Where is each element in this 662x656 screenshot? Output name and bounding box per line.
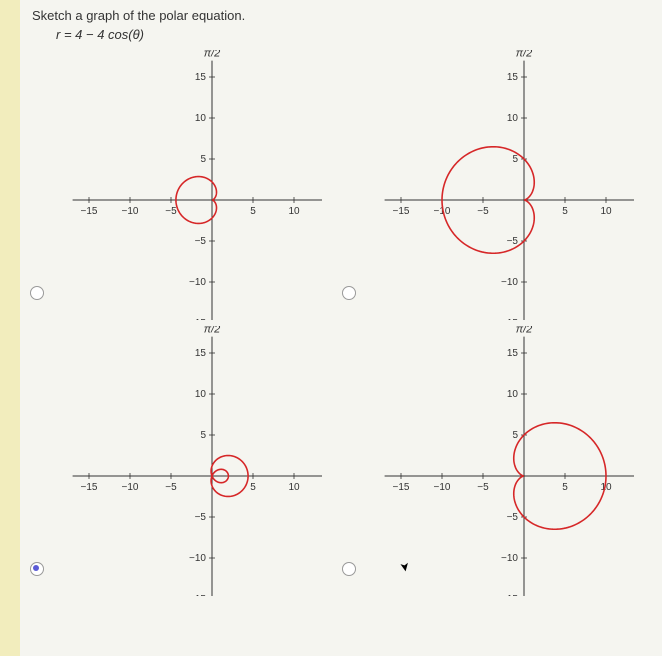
svg-text:−15: −15 [189,318,206,320]
svg-text:−15: −15 [189,594,206,596]
svg-text:−5: −5 [477,206,489,217]
svg-text:π/2: π/2 [204,50,221,60]
svg-text:5: 5 [512,430,518,441]
svg-text:10: 10 [195,389,207,400]
svg-text:−10: −10 [189,277,206,288]
svg-text:−10: −10 [434,482,451,493]
svg-text:−15: −15 [393,482,410,493]
plot-2: −15−10−551015−15−10−551015π/20 [344,50,634,320]
svg-text:5: 5 [200,430,206,441]
svg-text:5: 5 [200,154,206,165]
svg-text:−10: −10 [501,553,518,564]
plot-grid: −15−10−551015−15−10−551015π/20 −15−10−55… [32,50,650,596]
svg-text:10: 10 [600,206,612,217]
svg-text:5: 5 [562,482,568,493]
radio-2[interactable] [342,286,356,300]
svg-text:−5: −5 [507,236,519,247]
content-area: Sketch a graph of the polar equation. r … [20,0,662,656]
option-2[interactable]: −15−10−551015−15−10−551015π/20 [344,50,650,320]
svg-text:−5: −5 [165,206,177,217]
svg-text:−5: −5 [477,482,489,493]
plot-3: −15−10−551015−15−10−551015π/20 [32,326,322,596]
svg-text:10: 10 [195,113,207,124]
svg-text:−5: −5 [195,512,207,523]
svg-text:−15: −15 [501,594,518,596]
svg-text:π/2: π/2 [516,50,533,60]
svg-text:15: 15 [195,72,207,83]
svg-text:10: 10 [288,206,300,217]
svg-text:−15: −15 [81,206,98,217]
svg-text:−10: −10 [122,206,139,217]
option-3[interactable]: −15−10−551015−15−10−551015π/20 [32,326,338,596]
svg-text:−10: −10 [501,277,518,288]
plot-4: −15−10−551015−15−10−551015π/20 [344,326,634,596]
option-1[interactable]: −15−10−551015−15−10−551015π/20 [32,50,338,320]
side-bar [0,0,20,656]
svg-text:π/2: π/2 [516,326,533,336]
equation-text: r = 4 − 4 cos(θ) [56,27,650,42]
svg-text:5: 5 [250,206,256,217]
svg-text:−5: −5 [165,482,177,493]
svg-text:−15: −15 [393,206,410,217]
svg-text:10: 10 [288,482,300,493]
svg-text:−10: −10 [122,482,139,493]
svg-text:5: 5 [250,482,256,493]
plot-1: −15−10−551015−15−10−551015π/20 [32,50,322,320]
svg-text:15: 15 [507,72,519,83]
svg-text:−5: −5 [195,236,207,247]
svg-text:−5: −5 [507,512,519,523]
option-4[interactable]: −15−10−551015−15−10−551015π/20 [344,326,650,596]
question-text: Sketch a graph of the polar equation. [32,8,650,23]
svg-text:−10: −10 [189,553,206,564]
svg-text:5: 5 [562,206,568,217]
radio-1[interactable] [30,286,44,300]
svg-text:10: 10 [507,389,519,400]
svg-text:−15: −15 [81,482,98,493]
svg-text:15: 15 [507,348,519,359]
svg-text:π/2: π/2 [204,326,221,336]
svg-text:15: 15 [195,348,207,359]
radio-4[interactable] [342,562,356,576]
radio-3[interactable] [30,562,44,576]
svg-text:5: 5 [512,154,518,165]
svg-text:−15: −15 [501,318,518,320]
svg-text:10: 10 [507,113,519,124]
